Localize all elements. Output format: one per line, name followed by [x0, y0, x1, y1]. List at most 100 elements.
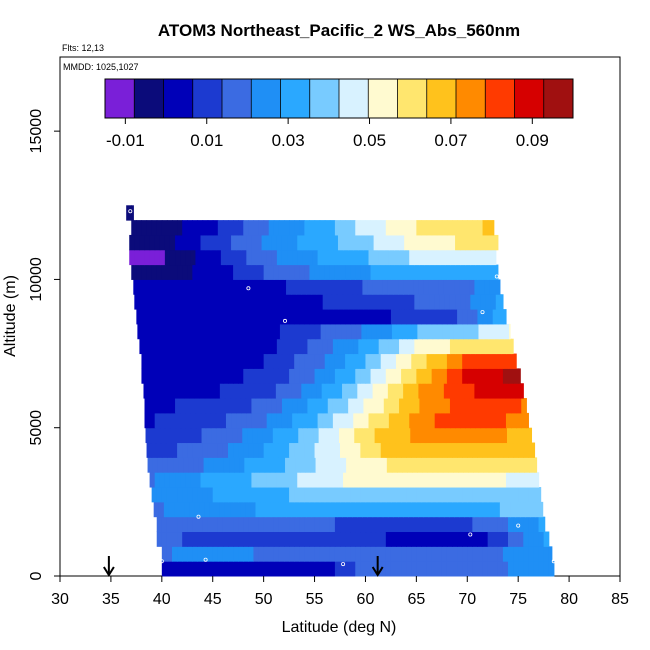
- heatmap-cell: [156, 220, 163, 236]
- colorbar-swatch: [251, 79, 281, 118]
- heatmap-cell: [439, 294, 446, 310]
- heatmap-cell: [156, 309, 163, 325]
- heatmap-cell: [376, 323, 383, 340]
- heatmap-cell: [417, 457, 424, 473]
- heatmap-cell: [153, 501, 160, 518]
- heatmap-cell: [439, 398, 446, 414]
- heatmap-cell: [383, 234, 390, 251]
- heatmap-cell: [276, 398, 283, 414]
- heatmap-cell: [516, 472, 522, 488]
- heatmap-cell: [192, 353, 199, 369]
- heatmap-cell: [297, 234, 303, 251]
- heatmap-cell: [334, 442, 341, 458]
- heatmap-cell: [253, 264, 260, 280]
- heatmap-cell: [324, 264, 331, 280]
- heatmap-cell: [245, 501, 251, 518]
- heatmap-cell: [225, 398, 232, 414]
- heatmap-cell: [524, 457, 530, 473]
- heatmap-cell: [367, 501, 374, 518]
- heatmap-cell: [378, 398, 385, 414]
- heatmap-cell: [515, 383, 521, 399]
- heatmap-cell: [175, 472, 181, 488]
- heatmap-cell: [426, 531, 433, 547]
- heatmap-cell: [324, 442, 331, 458]
- heatmap-cell: [343, 234, 349, 251]
- heatmap-cell: [312, 472, 319, 488]
- heatmap-cell: [263, 442, 270, 458]
- heatmap-cell: [406, 487, 412, 503]
- heatmap-cell: [151, 220, 158, 236]
- heatmap-cell: [492, 309, 499, 325]
- heatmap-cell: [441, 531, 448, 547]
- heatmap-cell: [457, 546, 463, 562]
- heatmap-cell: [246, 294, 253, 310]
- heatmap-cell: [222, 546, 229, 562]
- heatmap-cell: [462, 546, 468, 562]
- heatmap-cell: [194, 279, 201, 295]
- heatmap-cell: [345, 531, 351, 547]
- sample-point: [282, 318, 287, 323]
- heatmap-cell: [278, 487, 285, 503]
- heatmap-cell: [185, 338, 191, 355]
- heatmap-cell: [380, 442, 387, 458]
- heatmap-cell: [419, 412, 426, 429]
- heatmap-cell: [160, 427, 167, 444]
- heatmap-cell: [222, 368, 229, 384]
- heatmap-cell: [225, 234, 232, 251]
- heatmap-cell: [518, 531, 524, 547]
- heatmap-cell: [223, 323, 230, 340]
- heatmap-cell: [410, 427, 416, 444]
- heatmap-cell: [276, 234, 283, 251]
- heatmap-cell: [320, 457, 327, 473]
- heatmap-cell: [471, 427, 478, 444]
- heatmap-cell: [212, 561, 219, 577]
- heatmap-cell: [248, 368, 255, 384]
- heatmap-cell: [372, 501, 379, 518]
- heatmap-cell: [166, 487, 173, 503]
- heatmap-cell: [439, 412, 446, 429]
- heatmap-cell: [407, 323, 413, 340]
- heatmap-cell: [348, 472, 354, 488]
- heatmap-cell: [434, 249, 441, 266]
- heatmap-cell: [355, 368, 361, 384]
- heatmap-cell: [355, 546, 361, 562]
- heatmap-cell: [154, 249, 161, 266]
- heatmap-cell: [528, 516, 535, 533]
- heatmap-cell: [426, 546, 433, 562]
- heatmap-cell: [253, 561, 260, 577]
- heatmap-cell: [487, 220, 494, 236]
- heatmap-cell: [446, 264, 453, 280]
- heatmap-cell: [446, 561, 453, 577]
- heatmap-cell: [190, 294, 197, 310]
- heatmap-cell: [444, 294, 451, 310]
- heatmap-cell: [228, 487, 234, 503]
- heatmap-cell: [378, 338, 385, 355]
- heatmap-cell: [207, 368, 214, 384]
- heatmap-cell: [266, 398, 273, 414]
- heatmap-cell: [533, 546, 540, 562]
- colorbar-swatch: [397, 79, 428, 118]
- heatmap-cell: [253, 531, 260, 547]
- heatmap-cell: [423, 501, 430, 518]
- heatmap-cell: [139, 338, 146, 355]
- heatmap-cell: [139, 294, 146, 310]
- heatmap-cell: [432, 323, 439, 340]
- heatmap-cell: [243, 442, 249, 458]
- heatmap-cell: [281, 338, 288, 355]
- heatmap-cell: [498, 457, 505, 473]
- heatmap-cell: [465, 398, 471, 414]
- heatmap-cell: [314, 264, 321, 280]
- heatmap-cell: [442, 323, 449, 340]
- heatmap-cell: [378, 412, 385, 429]
- heatmap-cell: [131, 264, 137, 280]
- heatmap-cell: [236, 294, 242, 310]
- heatmap-cell: [210, 249, 217, 266]
- heatmap-cell: [324, 309, 331, 325]
- heatmap-cell: [380, 531, 387, 547]
- heatmap-cell: [151, 487, 158, 503]
- heatmap-cell: [444, 338, 451, 355]
- heatmap-cell: [151, 353, 158, 369]
- heatmap-cell: [225, 294, 232, 310]
- heatmap-cell: [531, 472, 538, 488]
- heatmap-cell: [161, 531, 168, 547]
